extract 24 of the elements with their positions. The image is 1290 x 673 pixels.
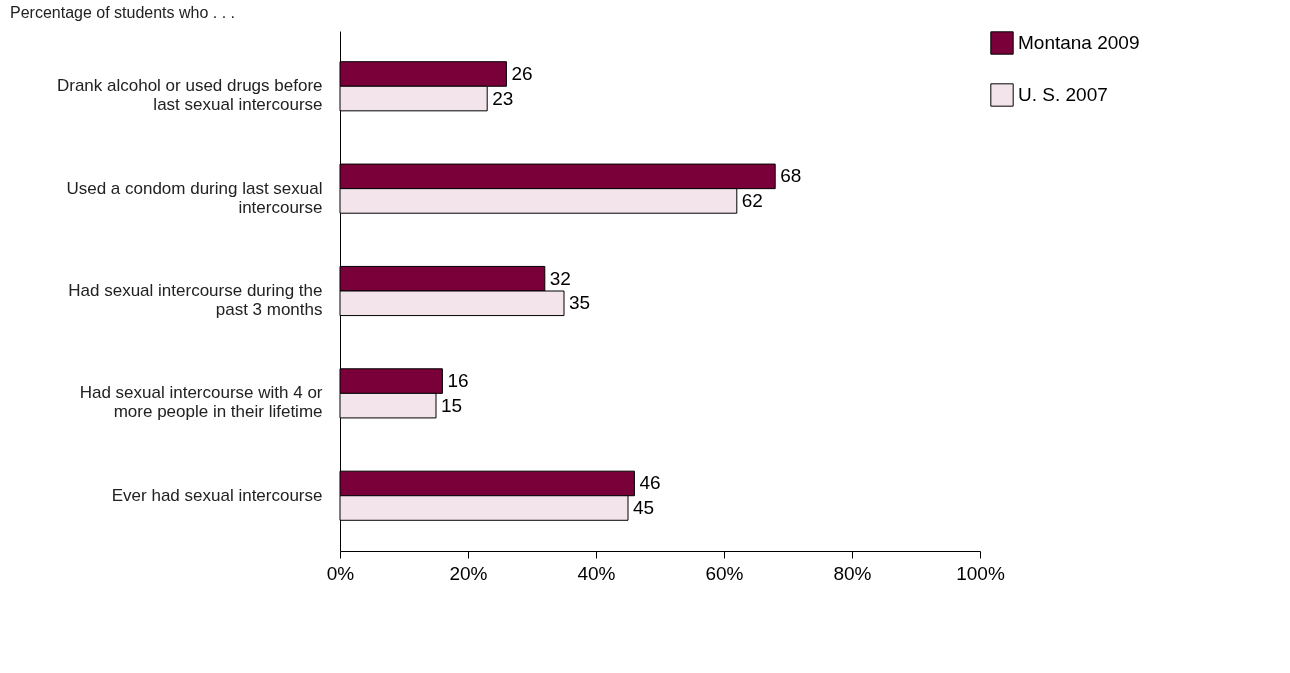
- y-tick-label: Ever had sexual intercourse: [111, 485, 323, 505]
- data-label: 35: [569, 292, 591, 314]
- legend-label: U. S. 2007: [1018, 84, 1108, 105]
- x-tick-label: 20%: [449, 562, 488, 584]
- x-tick-label: 80%: [833, 562, 872, 584]
- data-label: 23: [492, 87, 514, 109]
- x-tick-label: 60%: [705, 562, 744, 584]
- legend-label: Montana 2009: [1018, 32, 1140, 53]
- y-tick-label: Had sexual intercourse with 4 or more people in their lifetime: [79, 383, 323, 422]
- x-tick-label: 40%: [577, 562, 616, 584]
- x-tick-label: 0%: [326, 562, 355, 584]
- y-tick-label: Had sexual intercourse during the past 3 months: [68, 281, 323, 319]
- x-tick-label: 100%: [956, 562, 1005, 584]
- data-label: 45: [633, 497, 655, 519]
- y-tick-label: Drank alcohol or used drugs before last sexual intercourse: [56, 76, 323, 115]
- data-label: 46: [639, 472, 661, 494]
- data-label: 68: [780, 165, 802, 187]
- data-label: 26: [511, 62, 533, 84]
- y-tick-label: Used a condom during last sexual intercourse: [66, 178, 323, 217]
- text: Percentage of students who . . .: [10, 4, 236, 21]
- data-label: 62: [741, 189, 763, 211]
- data-label: 16: [447, 370, 469, 392]
- data-label: 15: [441, 394, 463, 416]
- data-label: 32: [549, 267, 571, 289]
